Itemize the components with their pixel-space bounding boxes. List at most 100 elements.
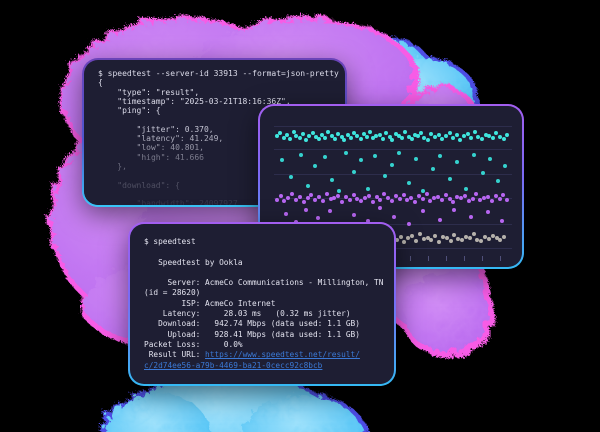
scatter-dot	[317, 195, 322, 200]
scatter-dot	[336, 194, 341, 199]
scatter-dot	[294, 198, 298, 203]
chart-axis-tick	[410, 256, 411, 261]
scatter-dot	[406, 180, 411, 185]
scatter-dot	[307, 134, 312, 139]
scatter-dot	[380, 137, 385, 142]
scatter-dot	[324, 192, 329, 197]
scatter-dot	[373, 154, 378, 159]
scatter-dot	[486, 236, 491, 241]
chart-gridline	[274, 223, 512, 225]
scatter-dot	[315, 216, 320, 221]
scatter-dot	[323, 136, 328, 141]
scatter-dot	[355, 197, 360, 202]
scatter-dot	[364, 135, 369, 140]
scatter-dot	[378, 206, 382, 211]
scatter-dot	[437, 239, 442, 244]
scatter-dot	[444, 134, 448, 139]
scatter-dot	[465, 132, 470, 137]
chart-axis-tick	[500, 256, 501, 261]
scatter-dot	[403, 130, 408, 135]
scatter-dot	[326, 130, 331, 135]
scatter-dot	[501, 193, 506, 198]
scatter-dot	[460, 237, 465, 242]
terminal-result-output: $ speedtest Speedtest by Ookla Server: A…	[130, 224, 394, 371]
scatter-dot	[494, 131, 499, 136]
scatter-dot	[416, 194, 421, 199]
scatter-dot	[456, 236, 461, 241]
scatter-dot	[483, 234, 488, 239]
scatter-dot	[397, 151, 402, 156]
scatter-dot	[463, 234, 468, 239]
scatter-dot	[424, 192, 429, 197]
scatter-dot	[390, 199, 394, 204]
scatter-dot	[366, 218, 370, 223]
scatter-dot	[458, 138, 463, 143]
scatter-dot	[444, 235, 449, 240]
scatter-dot	[397, 197, 402, 202]
result-url-link-line2[interactable]: c/2d74ee56-a79b-4469-ba21-0cecc92c8bcb	[144, 360, 323, 370]
scatter-dot	[440, 137, 445, 142]
scatter-dot	[358, 137, 363, 142]
scatter-dot	[454, 133, 459, 138]
scatter-dot	[386, 196, 391, 201]
scatter-dot	[505, 133, 510, 138]
scatter-dot	[322, 155, 327, 160]
scatter-dot	[298, 152, 303, 157]
scatter-dot	[436, 133, 441, 138]
scatter-dot	[366, 186, 370, 191]
scatter-dot	[387, 135, 392, 140]
scatter-dot	[469, 214, 474, 219]
scatter-dot	[327, 209, 332, 214]
result-url-label: Result URL:	[144, 350, 206, 360]
scatter-dot	[398, 234, 403, 239]
scatter-dot	[505, 198, 510, 203]
scatter-dot	[349, 136, 354, 141]
scatter-dot	[412, 133, 417, 138]
result-url-link-line1[interactable]: https://www.speedtest.net/result/	[205, 350, 360, 360]
scatter-dot	[417, 231, 422, 236]
scatter-dot	[475, 237, 480, 242]
scatter-dot	[462, 134, 466, 139]
scatter-dot	[351, 193, 356, 198]
scatter-dot	[428, 132, 433, 137]
scatter-dot	[278, 194, 283, 199]
scatter-dot	[344, 151, 349, 156]
scatter-dot	[486, 210, 490, 215]
scatter-dot	[393, 132, 398, 137]
scatter-dot	[297, 195, 302, 200]
scatter-dot	[476, 135, 481, 140]
scatter-dot	[454, 159, 459, 164]
scatter-dot	[438, 154, 442, 159]
chart-gridline	[274, 198, 512, 200]
scatter-dot	[374, 195, 379, 200]
scatter-dot	[490, 136, 495, 141]
scatter-dot	[394, 237, 399, 242]
scatter-dot	[502, 234, 507, 239]
scatter-dot	[406, 135, 411, 140]
scatter-dot	[306, 183, 310, 188]
scatter-dot	[301, 200, 306, 205]
scatter-dot	[382, 192, 387, 197]
scatter-dot	[432, 196, 437, 201]
scatter-dot	[378, 133, 382, 138]
scatter-dot	[371, 136, 376, 141]
scatter-dot	[501, 137, 506, 142]
scatter-dot	[497, 197, 502, 202]
scatter-dot	[340, 200, 345, 205]
scatter-dot	[313, 163, 318, 168]
scatter-dot	[320, 199, 325, 204]
scatter-dot	[330, 178, 334, 183]
scatter-dot	[452, 207, 457, 212]
scatter-dot	[416, 134, 421, 139]
scatter-dot	[347, 198, 352, 203]
terminal-result-screen: $ speedtest Speedtest by Ookla Server: A…	[130, 224, 394, 384]
scatter-dot	[337, 189, 342, 194]
scatter-dot	[483, 133, 488, 138]
scatter-dot	[397, 134, 402, 139]
scatter-dot	[382, 173, 387, 178]
scatter-dot	[305, 196, 310, 201]
scatter-dot	[370, 200, 375, 205]
scatter-dot	[488, 156, 493, 161]
scatter-dot	[419, 131, 424, 136]
scatter-dot	[342, 138, 347, 143]
